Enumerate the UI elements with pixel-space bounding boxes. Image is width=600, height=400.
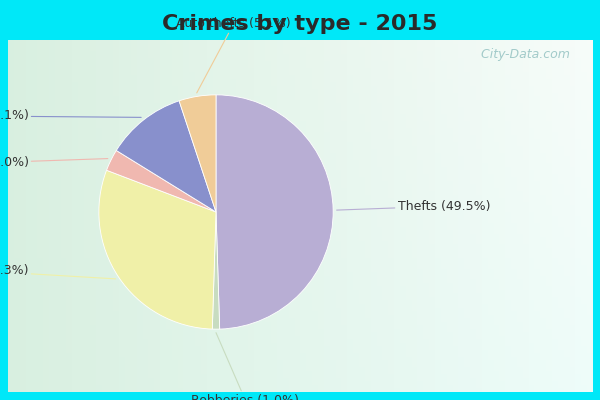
Wedge shape	[107, 150, 216, 212]
Text: Rapes (3.0%): Rapes (3.0%)	[0, 156, 108, 169]
Text: Auto thefts (5.1%): Auto thefts (5.1%)	[176, 18, 291, 93]
Wedge shape	[179, 95, 216, 212]
Wedge shape	[216, 95, 333, 329]
Wedge shape	[99, 170, 216, 329]
Text: Crimes by type - 2015: Crimes by type - 2015	[163, 14, 437, 34]
Wedge shape	[212, 212, 220, 329]
Text: City-Data.com: City-Data.com	[477, 48, 570, 61]
Text: Burglaries (11.1%): Burglaries (11.1%)	[0, 110, 141, 122]
Wedge shape	[116, 101, 216, 212]
Text: Thefts (49.5%): Thefts (49.5%)	[337, 200, 490, 213]
Text: Robberies (1.0%): Robberies (1.0%)	[191, 333, 299, 400]
Text: Assaults (30.3%): Assaults (30.3%)	[0, 264, 116, 279]
